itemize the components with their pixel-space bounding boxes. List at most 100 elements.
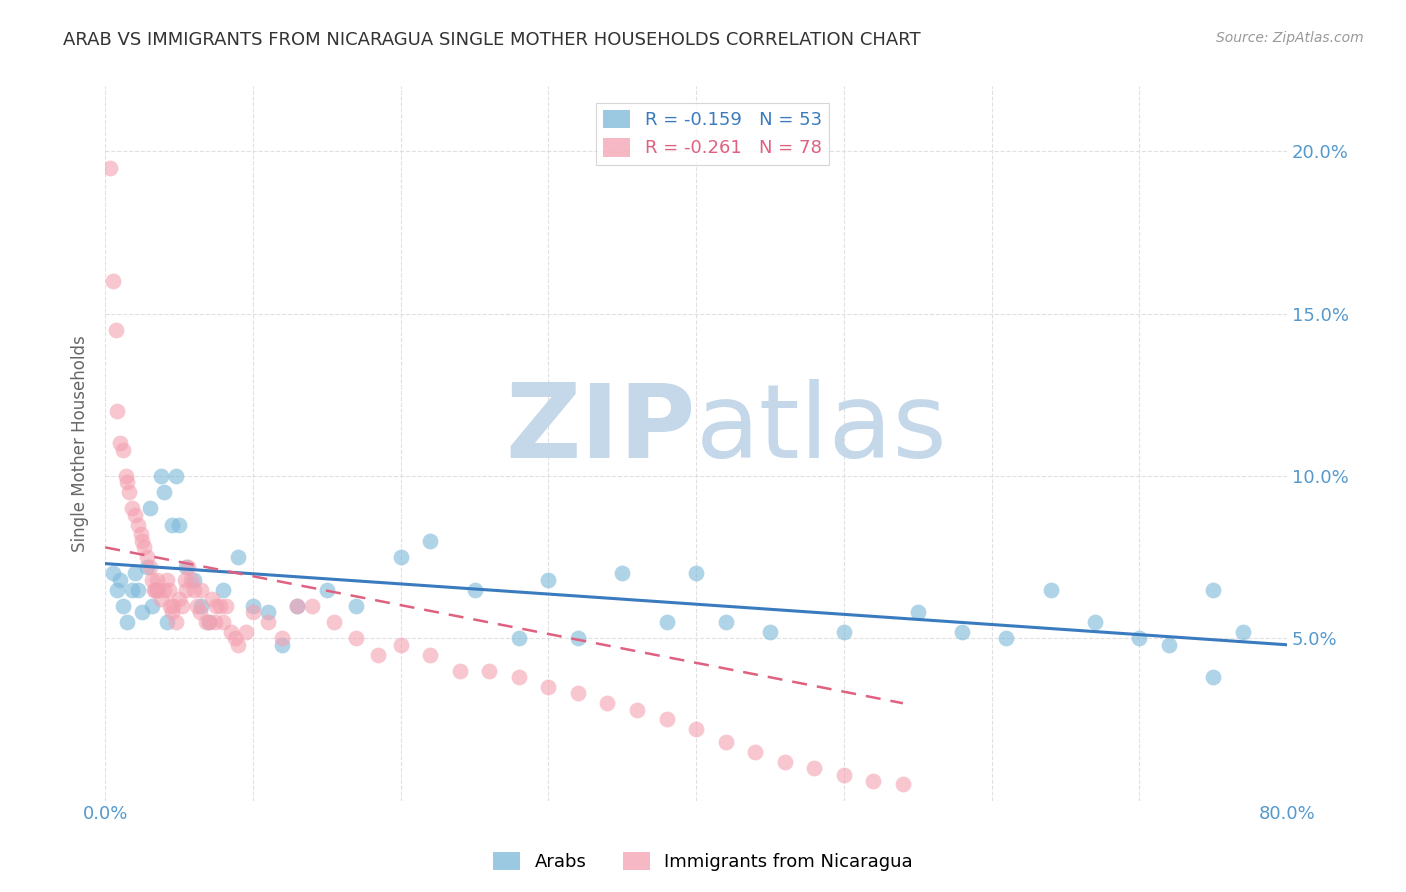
Point xyxy=(226,550,249,565)
Point xyxy=(160,517,183,532)
Point xyxy=(1202,670,1225,684)
Point xyxy=(950,624,973,639)
Point xyxy=(183,582,205,597)
Point xyxy=(157,582,180,597)
Point xyxy=(148,582,170,597)
Legend: Arabs, Immigrants from Nicaragua: Arabs, Immigrants from Nicaragua xyxy=(486,845,920,879)
Point xyxy=(891,777,914,791)
Point xyxy=(118,485,141,500)
Point xyxy=(419,533,441,548)
Point xyxy=(188,605,211,619)
Point xyxy=(98,161,121,175)
Text: ZIP: ZIP xyxy=(506,379,696,480)
Point xyxy=(537,680,560,694)
Point xyxy=(235,624,257,639)
Point xyxy=(685,722,707,736)
Point xyxy=(127,517,149,532)
Point xyxy=(655,615,678,629)
Point xyxy=(200,592,222,607)
Point xyxy=(174,573,197,587)
Point xyxy=(995,632,1018,646)
Point xyxy=(773,755,796,769)
Point xyxy=(205,599,228,613)
Point xyxy=(121,501,143,516)
Point xyxy=(219,624,242,639)
Point xyxy=(111,599,134,613)
Point xyxy=(129,527,152,541)
Point xyxy=(389,638,412,652)
Point xyxy=(463,582,485,597)
Point xyxy=(759,624,782,639)
Point xyxy=(832,624,855,639)
Point xyxy=(190,599,212,613)
Point xyxy=(478,664,501,678)
Point xyxy=(714,735,737,749)
Point xyxy=(145,582,167,597)
Point xyxy=(367,648,389,662)
Point xyxy=(323,615,346,629)
Point xyxy=(162,599,184,613)
Point xyxy=(285,599,308,613)
Point xyxy=(105,582,128,597)
Point xyxy=(862,774,884,789)
Point xyxy=(271,632,294,646)
Point xyxy=(121,582,143,597)
Point xyxy=(131,533,153,548)
Point xyxy=(1202,582,1225,597)
Point xyxy=(242,599,264,613)
Point xyxy=(832,767,855,781)
Point xyxy=(215,599,238,613)
Point xyxy=(167,517,190,532)
Point xyxy=(344,632,367,646)
Point xyxy=(537,573,560,587)
Point xyxy=(105,404,128,418)
Point xyxy=(285,599,308,613)
Point xyxy=(271,638,294,652)
Point xyxy=(138,559,160,574)
Point xyxy=(389,550,412,565)
Point xyxy=(212,615,235,629)
Point xyxy=(104,323,127,337)
Point xyxy=(180,573,202,587)
Point xyxy=(153,485,176,500)
Point xyxy=(108,436,131,450)
Point xyxy=(176,559,198,574)
Point xyxy=(301,599,323,613)
Point xyxy=(177,559,200,574)
Point xyxy=(197,615,219,629)
Point xyxy=(567,686,589,700)
Point xyxy=(907,605,929,619)
Point xyxy=(165,469,187,483)
Point xyxy=(146,582,169,597)
Point xyxy=(190,582,212,597)
Point xyxy=(176,582,198,597)
Point xyxy=(744,745,766,759)
Point xyxy=(655,713,678,727)
Point xyxy=(167,592,190,607)
Point xyxy=(242,605,264,619)
Point xyxy=(197,615,219,629)
Point xyxy=(1232,624,1254,639)
Point xyxy=(141,573,163,587)
Point xyxy=(111,442,134,457)
Point xyxy=(131,605,153,619)
Point xyxy=(224,632,246,646)
Point xyxy=(1128,632,1150,646)
Text: Source: ZipAtlas.com: Source: ZipAtlas.com xyxy=(1216,31,1364,45)
Legend: R = -0.159   N = 53, R = -0.261   N = 78: R = -0.159 N = 53, R = -0.261 N = 78 xyxy=(596,103,830,165)
Point xyxy=(626,703,648,717)
Point xyxy=(117,475,139,490)
Point xyxy=(612,566,634,581)
Point xyxy=(596,696,619,710)
Point xyxy=(186,599,208,613)
Point xyxy=(115,469,138,483)
Point xyxy=(315,582,337,597)
Point xyxy=(204,615,226,629)
Point xyxy=(256,605,278,619)
Point xyxy=(156,615,179,629)
Point xyxy=(803,761,825,775)
Point xyxy=(344,599,367,613)
Text: atlas: atlas xyxy=(696,379,948,480)
Point xyxy=(135,550,157,565)
Text: ARAB VS IMMIGRANTS FROM NICARAGUA SINGLE MOTHER HOUSEHOLDS CORRELATION CHART: ARAB VS IMMIGRANTS FROM NICARAGUA SINGLE… xyxy=(63,31,921,49)
